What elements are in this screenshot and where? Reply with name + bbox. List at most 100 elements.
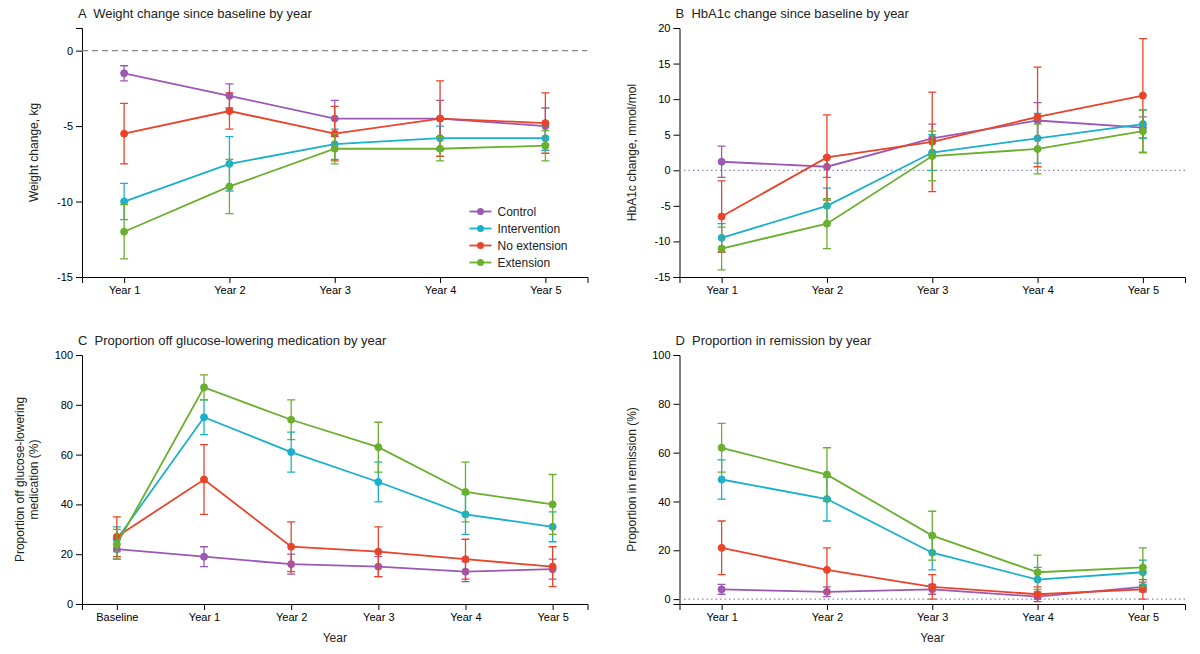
y-tick-label: 40 (61, 498, 73, 510)
y-tick-mark (674, 599, 680, 600)
series-line (722, 131, 1143, 248)
x-tick: Year 4 (425, 277, 456, 296)
point (288, 416, 295, 423)
point (121, 228, 128, 235)
x-tick-mark (827, 277, 828, 283)
y-tick-label: -5 (661, 200, 671, 212)
error-bar (928, 92, 936, 192)
point (331, 145, 338, 152)
y-tick-label: -15 (655, 271, 671, 283)
error-bar (120, 66, 128, 81)
y-tick: 10 (658, 93, 679, 105)
y-tick-label: 60 (658, 447, 670, 459)
y-axis-title: Proportion in remission (%) (625, 407, 639, 552)
series (718, 521, 1147, 602)
point (823, 154, 830, 161)
point (718, 158, 725, 165)
point (201, 476, 208, 483)
y-tick-mark (674, 170, 680, 171)
y-tick: 20 (658, 22, 679, 34)
point (1139, 128, 1146, 135)
plot-area (680, 39, 1186, 270)
y-tick-label: 20 (658, 544, 670, 556)
point (437, 145, 444, 152)
x-axis-line (83, 605, 589, 611)
y-tick-label: 20 (658, 22, 670, 34)
x-tick-mark (932, 604, 933, 610)
error-bar (549, 475, 557, 535)
error-bar (200, 547, 208, 567)
point (718, 213, 725, 220)
error-bar (1034, 124, 1042, 174)
x-tick: Year 2 (812, 277, 843, 296)
x-tick-mark (465, 604, 466, 610)
y-tick-mark (674, 277, 680, 278)
x-tick-label: Year 2 (812, 611, 843, 623)
y-tick: 40 (658, 495, 679, 507)
y-tick: 15 (658, 58, 679, 70)
y-tick-mark (76, 405, 82, 406)
y-tick: -5 (661, 200, 680, 212)
x-tick-label: Year 4 (450, 611, 481, 623)
x-tick-mark (117, 604, 118, 610)
point (226, 183, 233, 190)
y-tick: 100 (652, 349, 679, 361)
x-tick: Year 2 (812, 604, 843, 623)
error-bar (823, 199, 831, 249)
y-tick: -15 (57, 271, 82, 283)
x-axis-title: Year (920, 631, 944, 645)
x-tick-mark (827, 604, 828, 610)
series (718, 423, 1147, 589)
point (718, 544, 725, 551)
error-bar (718, 423, 726, 472)
legend-item: No extension (470, 239, 568, 253)
legend-swatch-marker (477, 225, 484, 232)
y-tick-mark (674, 404, 680, 405)
y-tick-label: 80 (658, 398, 670, 410)
point (718, 476, 725, 483)
y-tick: 40 (61, 498, 82, 510)
y-tick-mark (76, 277, 82, 278)
panel: -15-10-505101520Year 1Year 2Year 3Year 4… (625, 6, 1186, 296)
y-tick-mark (76, 504, 82, 505)
point (718, 444, 725, 451)
y-tick-label: 0 (664, 593, 670, 605)
panel: 0-5-10-15Year 1Year 2Year 3Year 4Year 5A… (27, 6, 588, 296)
y-axis-line (76, 29, 83, 278)
x-tick-mark (440, 277, 441, 283)
x-tick: Year 3 (320, 277, 351, 296)
series (120, 81, 549, 164)
legend-swatch-marker (477, 259, 484, 266)
y-axis-title: Proportion off glucose-loweringmedicatio… (13, 397, 41, 562)
y-tick-mark (76, 355, 82, 356)
y-tick-mark (674, 550, 680, 551)
point (201, 553, 208, 560)
x-tick-mark (1038, 277, 1039, 283)
y-tick-mark (674, 453, 680, 454)
y-tick: -10 (57, 196, 82, 208)
x-tick: Year 4 (1022, 604, 1053, 623)
x-tick-mark (545, 277, 546, 283)
point (437, 115, 444, 122)
plot-area (680, 423, 1186, 601)
y-tick-label: -10 (655, 235, 671, 247)
y-tick: 20 (658, 544, 679, 556)
y-tick-mark (674, 99, 680, 100)
series-line (722, 480, 1143, 580)
y-tick-label: 0 (664, 164, 670, 176)
point (1034, 113, 1041, 120)
x-axis-line (680, 605, 1186, 611)
plot-area (82, 51, 588, 259)
error-bar (928, 511, 936, 560)
error-bar (928, 575, 936, 599)
series-line (117, 417, 553, 539)
x-tick-mark (722, 604, 723, 610)
error-bar (718, 584, 726, 594)
x-tick-label: Year 3 (363, 611, 394, 623)
legend-label: No extension (498, 239, 568, 253)
plot-area (113, 375, 557, 587)
y-axis: 020406080100 (55, 349, 83, 610)
error-bar (1139, 39, 1147, 153)
series-line (124, 146, 545, 232)
x-tick-label: Baseline (96, 611, 138, 623)
